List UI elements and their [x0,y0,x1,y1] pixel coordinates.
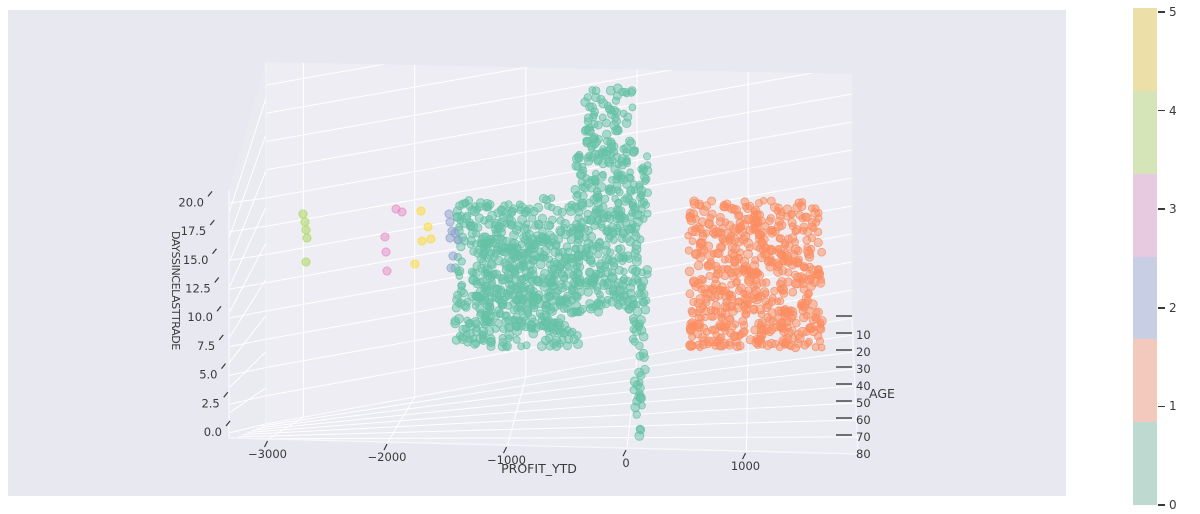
colorbar-tick-label: 1 [1169,399,1177,414]
colorbar-segment-3 [1133,173,1157,257]
colorbar-tick-5: 5 [1158,6,1177,18]
colorbar-segment-0 [1133,422,1157,505]
tick-layer: −3000 −2000 −1000 0 1000 10 20 30 40 50 60 70 80 0.0 2… [178,191,871,473]
colorbar-tick-dash [1158,11,1165,13]
colorbar-tick-dash [1158,307,1165,309]
svg-text:15.0: 15.0 [183,253,209,267]
svg-text:0: 0 [622,456,629,470]
pane-edges [228,62,859,455]
floor-grid [229,318,858,454]
svg-text:30: 30 [856,362,871,376]
scatter-points-layer [298,83,827,441]
colorbar-tick-dash [1158,405,1165,408]
colorbar-segment-5 [1133,8,1157,91]
svg-text:60: 60 [856,413,871,427]
svg-text:1000: 1000 [731,459,760,473]
y-axis-label: AGE [869,386,895,401]
colorbar-tick-label: 3 [1169,202,1177,217]
x-axis-label: PROFIT_YTD [501,461,577,476]
svg-text:20: 20 [856,345,871,359]
colorbar-tick-label: 5 [1169,5,1177,19]
colorbar-segment-4 [1133,90,1157,174]
colorbar-tick-dash [1158,208,1165,210]
svg-text:10: 10 [856,328,871,342]
svg-text:20.0: 20.0 [178,195,204,209]
svg-text:7.5: 7.5 [197,339,215,353]
colorbar-segment-1 [1133,339,1157,423]
colorbar [1133,8,1157,505]
colorbar-tick-4: 4 [1158,105,1177,117]
svg-text:40: 40 [856,379,871,393]
colorbar-tick-label: 2 [1169,300,1177,315]
colorbar-tick-dash [1158,504,1165,506]
colorbar-segment-2 [1133,256,1157,340]
colorbar-tick-dash [1158,109,1165,112]
svg-text:17.5: 17.5 [181,224,207,238]
colorbar-tick-2: 2 [1158,302,1177,314]
svg-text:0.0: 0.0 [204,425,222,439]
colorbar-tick-1: 1 [1158,400,1177,412]
svg-text:2.5: 2.5 [201,396,219,410]
z-axis-label: DAYSSINCELASTTRADE [169,231,182,350]
svg-text:10.0: 10.0 [187,310,213,324]
colorbar-tick-label: 4 [1169,103,1177,118]
colorbar-tick-3: 3 [1158,203,1177,215]
colorbar-tick-0: 0 [1158,499,1177,511]
svg-text:70: 70 [856,430,871,444]
svg-text:−3000: −3000 [248,447,287,461]
svg-text:−2000: −2000 [368,450,407,464]
colorbar-tick-label: 0 [1169,498,1177,512]
svg-text:12.5: 12.5 [185,282,211,296]
left-wall-grid [229,98,266,434]
svg-text:5.0: 5.0 [199,368,217,382]
svg-text:−1000: −1000 [487,453,526,467]
svg-text:80: 80 [856,447,871,461]
svg-text:50: 50 [856,396,871,410]
